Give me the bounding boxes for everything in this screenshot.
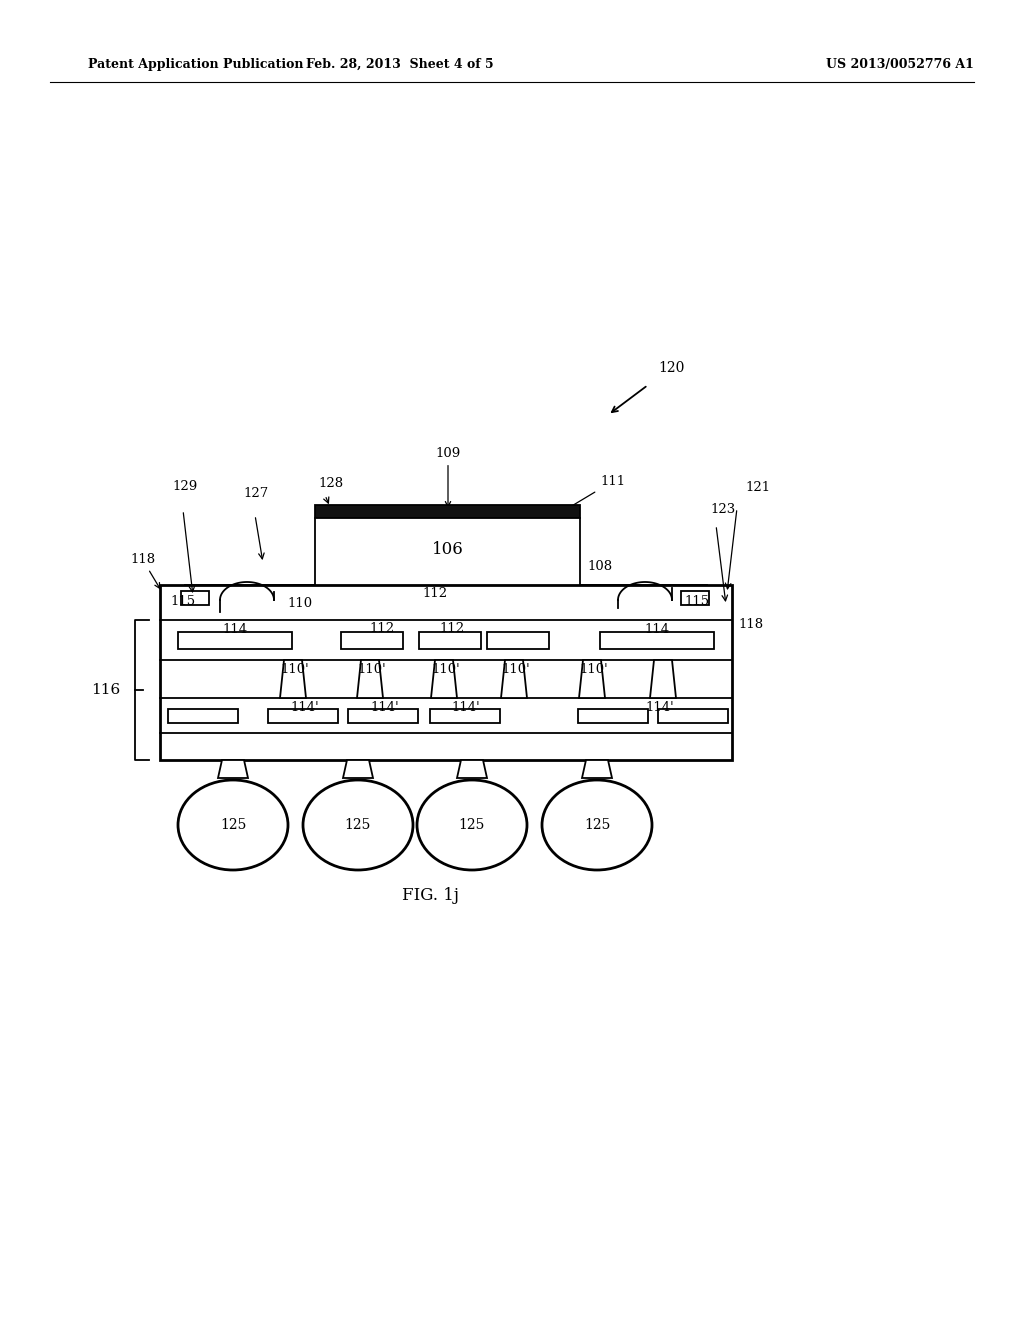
Bar (600, 631, 714, 648)
Text: 110': 110' (432, 663, 461, 676)
Text: 129: 129 (172, 480, 198, 492)
Text: 109: 109 (435, 447, 461, 507)
Text: 125: 125 (345, 818, 371, 832)
Bar (178, 631, 292, 648)
Text: 114: 114 (222, 623, 248, 636)
Polygon shape (582, 760, 612, 777)
Text: 114': 114' (371, 701, 399, 714)
Polygon shape (218, 760, 248, 777)
Text: 111: 111 (563, 475, 625, 511)
Text: 118: 118 (738, 618, 763, 631)
Bar (315, 506, 580, 517)
Polygon shape (501, 660, 527, 698)
Text: 112: 112 (423, 587, 447, 601)
Text: 116: 116 (91, 682, 120, 697)
Text: 115: 115 (170, 595, 196, 609)
Polygon shape (357, 660, 383, 698)
Polygon shape (431, 660, 457, 698)
Bar (168, 709, 238, 722)
Text: 125: 125 (584, 818, 610, 832)
Text: 110': 110' (281, 663, 309, 676)
Text: 115: 115 (684, 595, 710, 609)
Text: 112: 112 (370, 622, 394, 635)
Text: 110': 110' (357, 663, 386, 676)
Ellipse shape (417, 780, 527, 870)
Text: 106: 106 (432, 540, 464, 557)
Text: 110': 110' (502, 663, 530, 676)
Bar (348, 709, 418, 722)
Text: 114: 114 (644, 623, 670, 636)
Bar (578, 709, 648, 722)
Bar (487, 631, 549, 648)
Polygon shape (457, 760, 487, 777)
Text: 128: 128 (318, 477, 343, 490)
Ellipse shape (303, 780, 413, 870)
Bar (181, 591, 209, 605)
Bar (268, 709, 338, 722)
Text: 110: 110 (288, 597, 312, 610)
Polygon shape (579, 660, 605, 698)
Bar (160, 585, 732, 760)
Polygon shape (650, 660, 676, 698)
Bar (419, 631, 481, 648)
Text: 118: 118 (130, 553, 160, 589)
Text: 108: 108 (587, 560, 612, 573)
Text: US 2013/0052776 A1: US 2013/0052776 A1 (826, 58, 974, 71)
Text: 114': 114' (291, 701, 319, 714)
Text: Feb. 28, 2013  Sheet 4 of 5: Feb. 28, 2013 Sheet 4 of 5 (306, 58, 494, 71)
Bar (658, 709, 728, 722)
Text: 114': 114' (645, 701, 675, 714)
Text: 112: 112 (439, 622, 465, 635)
Bar (315, 517, 580, 585)
Text: FIG. 1j: FIG. 1j (401, 887, 459, 903)
Polygon shape (343, 760, 373, 777)
Text: Patent Application Publication: Patent Application Publication (88, 58, 303, 71)
Ellipse shape (542, 780, 652, 870)
Text: 123: 123 (710, 503, 735, 516)
Text: 125: 125 (220, 818, 246, 832)
Polygon shape (280, 660, 306, 698)
Ellipse shape (178, 780, 288, 870)
Bar (430, 709, 500, 722)
Bar (681, 591, 709, 605)
Text: 110': 110' (580, 663, 608, 676)
Text: 114': 114' (452, 701, 480, 714)
Text: 120: 120 (658, 360, 684, 375)
Text: 125: 125 (459, 818, 485, 832)
Text: 127: 127 (243, 487, 268, 500)
Text: 121: 121 (745, 480, 770, 494)
Bar (341, 631, 403, 648)
